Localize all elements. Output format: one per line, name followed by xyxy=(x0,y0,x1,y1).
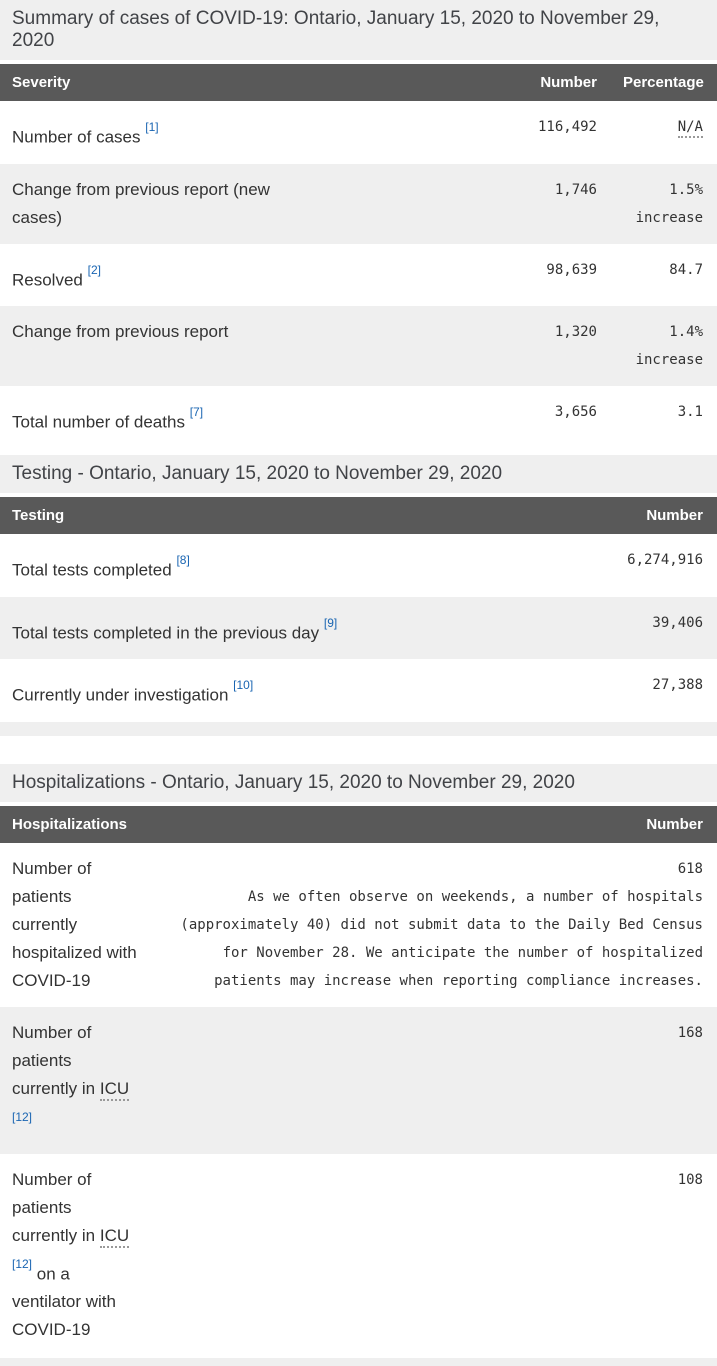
hospitalizations-table: Hospitalizations Number Number of patien… xyxy=(0,805,717,1357)
footnote-ref-8[interactable]: [8] xyxy=(176,552,190,567)
row-label: Number of cases [1] xyxy=(12,120,159,147)
column-header-percentage: Percentage xyxy=(611,64,717,101)
row-number: 1,746 xyxy=(554,181,597,198)
table-row: Change from previous report 1,320 1.4% i… xyxy=(0,306,717,387)
row-percentage: 1.5% increase xyxy=(635,181,703,226)
testing-table-footer-strip xyxy=(0,721,717,736)
row-number: 6,274,916 xyxy=(627,551,703,568)
column-header-number: Number xyxy=(315,64,611,101)
row-number: 618 As we often observe on weekends, a n… xyxy=(145,843,717,1007)
table-row: Currently under investigation [10] 27,38… xyxy=(0,659,717,722)
footnote-ref-9[interactable]: [9] xyxy=(323,615,338,630)
hospital-reporting-note: As we often observe on weekends, a numbe… xyxy=(180,888,703,989)
row-label: Total tests completed in the previous da… xyxy=(12,615,338,643)
row-label: Currently under investigation [10] xyxy=(12,678,254,705)
row-number: 27,388 xyxy=(652,677,703,694)
footnote-ref-12[interactable]: [12] xyxy=(12,1109,33,1124)
summary-header-row: Severity Number Percentage xyxy=(0,64,717,101)
column-header-number: Number xyxy=(480,496,717,534)
table-row: Resolved [2] 98,639 84.7 xyxy=(0,243,717,307)
row-percentage: N/A xyxy=(611,101,717,164)
row-label: Change from previous report xyxy=(12,322,229,342)
column-header-severity: Severity xyxy=(0,64,315,101)
footnote-ref-1[interactable]: [1] xyxy=(145,120,159,134)
row-label: Number of patients currently hospitalize… xyxy=(12,858,137,990)
row-number: 98,639 xyxy=(546,261,597,278)
row-percentage: 1.4% increase xyxy=(635,324,703,369)
row-label: Total tests completed [8] xyxy=(12,552,190,580)
row-number: 39,406 xyxy=(652,614,703,631)
row-percentage: 84.7 xyxy=(669,261,703,278)
testing-table: Testing Number Total tests completed [8]… xyxy=(0,496,717,722)
hospitalizations-header-row: Hospitalizations Number xyxy=(0,805,717,843)
table-row: Total tests completed in the previous da… xyxy=(0,596,717,660)
column-header-testing: Testing xyxy=(0,496,480,534)
summary-section-title: Summary of cases of COVID-19: Ontario, J… xyxy=(0,0,717,60)
column-header-hospitalizations: Hospitalizations xyxy=(0,805,145,843)
table-row: Number of patients currently hospitalize… xyxy=(0,842,717,1007)
row-label: Number of patients currently in ICU [12]… xyxy=(12,1169,130,1340)
row-percentage: 3.1 xyxy=(677,404,703,421)
row-number: 1,320 xyxy=(554,324,597,341)
testing-section-title: Testing - Ontario, January 15, 2020 to N… xyxy=(0,454,717,493)
testing-header-row: Testing Number xyxy=(0,496,717,534)
row-number: 168 xyxy=(677,1024,703,1041)
table-row: Change from previous report (new cases) … xyxy=(0,163,717,244)
table-row: Number of patients currently in ICU [12]… xyxy=(0,1006,717,1154)
abbr-icu: ICU xyxy=(99,1078,130,1101)
row-label: Change from previous report (new cases) xyxy=(12,179,270,227)
footnote-ref-2[interactable]: [2] xyxy=(87,262,101,277)
summary-table: Severity Number Percentage Number of cas… xyxy=(0,64,717,449)
row-number: 116,492 xyxy=(537,119,597,135)
footnote-ref-12[interactable]: [12] xyxy=(12,1256,33,1271)
row-label: Number of patients currently in ICU [12] xyxy=(12,1022,130,1124)
hospitalizations-section-title: Hospitalizations - Ontario, January 15, … xyxy=(0,763,717,802)
table-row: Number of patients currently in ICU [12]… xyxy=(0,1153,717,1357)
row-label: Resolved [2] xyxy=(12,262,101,290)
footnote-ref-10[interactable]: [10] xyxy=(233,678,254,693)
table-row: Total tests completed [8] 6,274,916 xyxy=(0,533,717,597)
hospitalized-count: 618 xyxy=(677,860,703,877)
column-header-number: Number xyxy=(145,805,717,843)
abbr-icu: ICU xyxy=(99,1225,130,1248)
row-number: 3,656 xyxy=(554,404,597,421)
table-row: Total number of deaths [7] 3,656 3.1 xyxy=(0,386,717,449)
footnote-ref-7[interactable]: [7] xyxy=(189,405,204,420)
row-label: Total number of deaths [7] xyxy=(12,405,204,432)
hospitalizations-table-footer-strip xyxy=(0,1358,717,1366)
table-row: Number of cases [1] 116,492 N/A xyxy=(0,101,717,164)
abbr-na: N/A xyxy=(677,119,703,138)
row-number: 108 xyxy=(677,1171,703,1188)
